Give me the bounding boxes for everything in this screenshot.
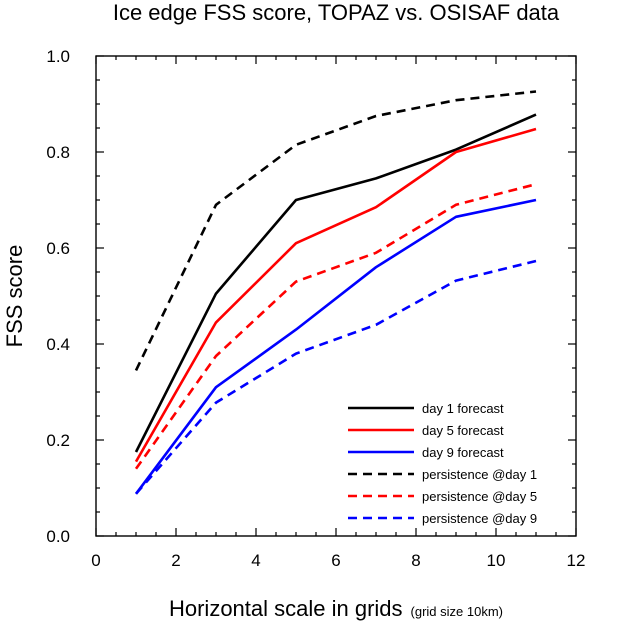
series-line-5 — [134, 182, 537, 470]
x-axis-label-main: Horizontal scale in grids — [169, 596, 403, 621]
y-tick-label: 0.0 — [46, 527, 70, 546]
x-tick-label: 8 — [411, 551, 420, 570]
x-tick-label: 4 — [251, 551, 260, 570]
series-line-4 — [134, 90, 537, 371]
chart-title: Ice edge FSS score, TOPAZ vs. OSISAF dat… — [113, 0, 560, 25]
series-line-1 — [134, 113, 537, 453]
x-tick-label: 0 — [91, 551, 100, 570]
y-tick-label: 0.4 — [46, 335, 70, 354]
x-axis-label-note: (grid size 10km) — [411, 604, 503, 619]
x-axis: 0 2 4 6 8 10 12 — [91, 56, 585, 570]
legend-label: day 5 forecast — [422, 423, 504, 438]
y-tick-label: 0.8 — [46, 143, 70, 162]
legend-label: day 9 forecast — [422, 445, 504, 460]
y-axis-label: FSS score — [2, 245, 27, 348]
x-tick-label: 6 — [331, 551, 340, 570]
legend-label: persistence @day 5 — [422, 489, 537, 504]
y-tick-label: 1.0 — [46, 47, 70, 66]
series-line-2 — [134, 127, 537, 463]
series-line-6 — [135, 259, 537, 495]
y-tick-label: 0.2 — [46, 431, 70, 450]
series-line-3 — [134, 198, 537, 495]
x-axis-label: Horizontal scale in grids (grid size 10km… — [169, 596, 503, 621]
x-tick-label: 10 — [487, 551, 506, 570]
y-tick-label: 0.6 — [46, 239, 70, 258]
y-axis: 0.0 0.2 0.4 0.6 0.8 1.0 — [46, 47, 576, 546]
series-layer — [134, 90, 537, 495]
legend: day 1 forecast day 5 forecast day 9 foreca… — [348, 401, 537, 526]
legend-label: persistence @day 9 — [422, 511, 537, 526]
x-tick-label: 2 — [171, 551, 180, 570]
x-tick-label: 12 — [567, 551, 586, 570]
legend-label: persistence @day 1 — [422, 467, 537, 482]
legend-label: day 1 forecast — [422, 401, 504, 416]
